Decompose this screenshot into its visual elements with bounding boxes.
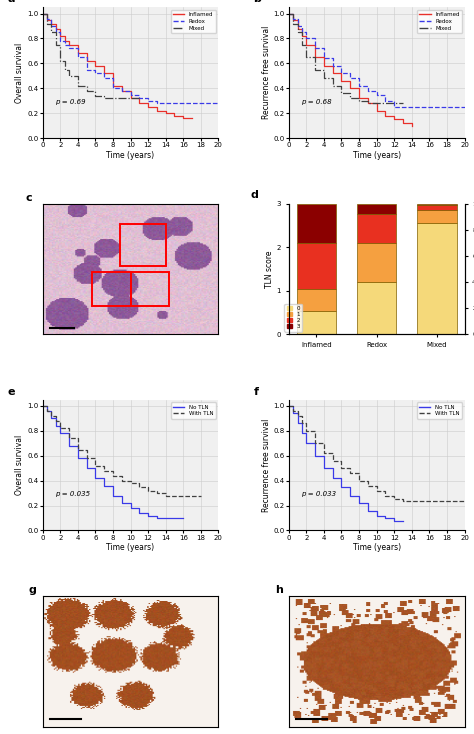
Y-axis label: Recurrence free survival: Recurrence free survival <box>262 26 271 120</box>
Bar <box>417 203 456 205</box>
Bar <box>297 243 336 288</box>
Bar <box>417 223 456 334</box>
X-axis label: Time (years): Time (years) <box>107 543 155 553</box>
X-axis label: Time (years): Time (years) <box>107 151 155 160</box>
Bar <box>417 210 456 223</box>
Bar <box>297 203 336 243</box>
Text: d: d <box>250 190 258 200</box>
Text: a: a <box>8 0 15 4</box>
Bar <box>417 205 456 210</box>
Y-axis label: Recurrence free survival: Recurrence free survival <box>262 418 271 512</box>
X-axis label: Time (years): Time (years) <box>353 151 401 160</box>
Y-axis label: Overall survival: Overall survival <box>16 43 25 103</box>
Text: g: g <box>28 586 36 595</box>
Text: p = 0.68: p = 0.68 <box>301 99 332 105</box>
Text: p = 0.69: p = 0.69 <box>55 99 86 105</box>
Bar <box>357 214 396 243</box>
X-axis label: Time (years): Time (years) <box>353 543 401 553</box>
Legend: No TLN, With TLN: No TLN, With TLN <box>171 402 216 418</box>
Legend: Inflamed, Redox, Mixed: Inflamed, Redox, Mixed <box>171 10 216 33</box>
Legend: No TLN, With TLN: No TLN, With TLN <box>417 402 462 418</box>
Text: p = 0.035: p = 0.035 <box>55 492 90 498</box>
Text: p = 0.033: p = 0.033 <box>301 492 336 498</box>
Legend: Inflamed, Redox, Mixed: Inflamed, Redox, Mixed <box>417 10 462 33</box>
Text: e: e <box>8 387 15 396</box>
Text: h: h <box>274 586 283 595</box>
Bar <box>357 203 396 214</box>
Bar <box>297 310 336 334</box>
Bar <box>357 282 396 334</box>
Bar <box>297 288 336 310</box>
Bar <box>120 225 166 266</box>
Y-axis label: Overall survival: Overall survival <box>16 435 25 495</box>
Text: f: f <box>254 387 259 396</box>
Bar <box>92 272 130 305</box>
Text: c: c <box>25 193 32 203</box>
Legend: 0, 1, 2, 3: 0, 1, 2, 3 <box>284 304 302 332</box>
Bar <box>357 243 396 282</box>
Y-axis label: TLN score: TLN score <box>265 250 274 288</box>
Text: b: b <box>254 0 262 4</box>
Bar <box>130 272 169 305</box>
